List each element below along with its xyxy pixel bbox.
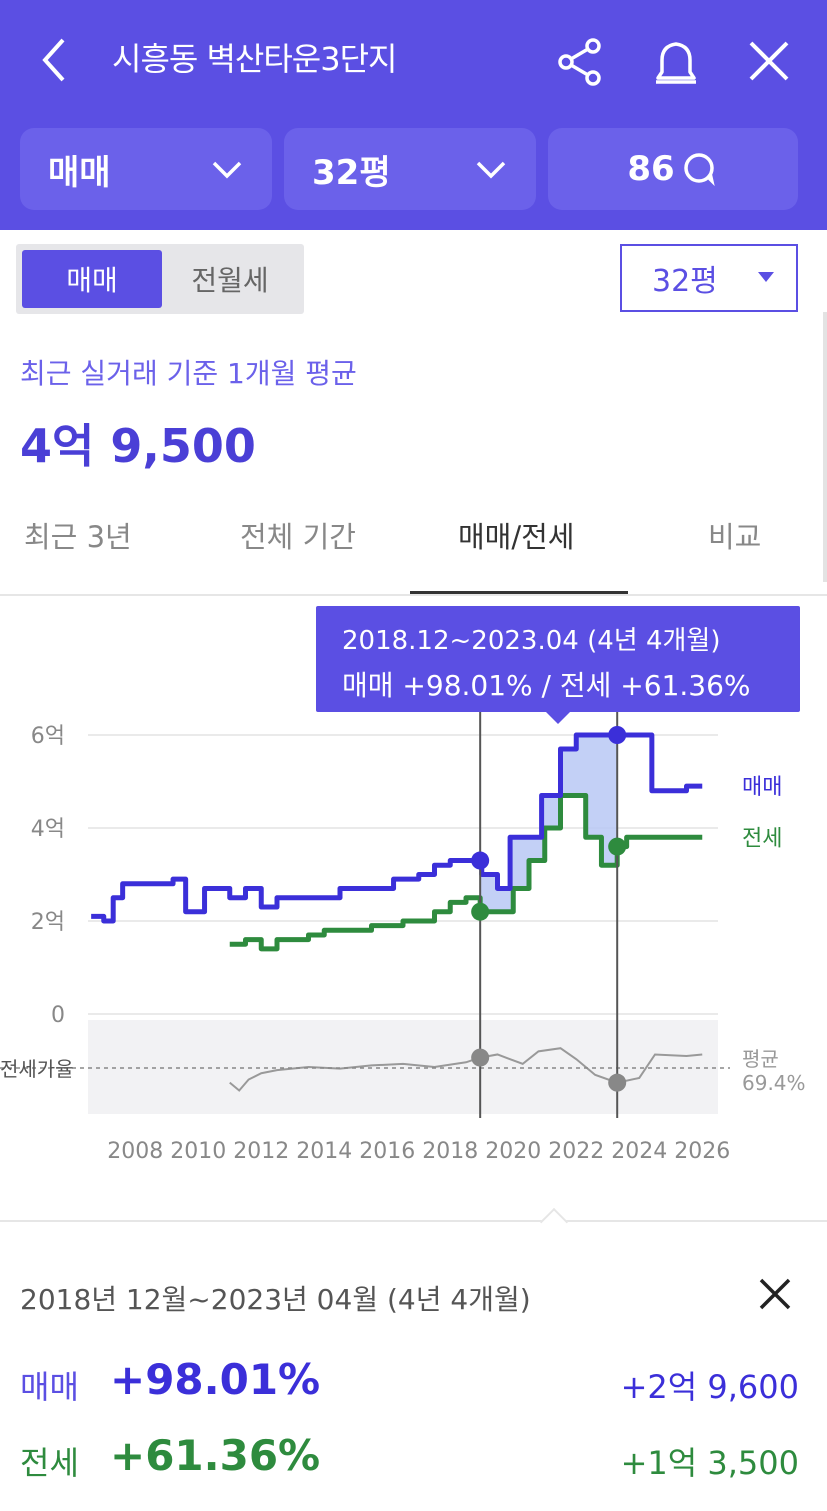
- x-tick-label: 2008: [107, 1139, 163, 1164]
- toggle-lease[interactable]: 전월세: [191, 264, 269, 297]
- active-tab-indicator: [410, 591, 628, 594]
- bell-icon: [656, 42, 696, 84]
- x-tick-label: 2012: [233, 1139, 289, 1164]
- sale-row-percent: +98.01%: [110, 1355, 321, 1404]
- divider: [0, 594, 827, 596]
- x-tick-label: 2020: [485, 1139, 541, 1164]
- detail-period: 2018년 12월~2023년 04월 (4년 4개월): [20, 1283, 531, 1316]
- chevron-down-icon: [476, 161, 506, 179]
- x-tick-label: 2018: [422, 1139, 478, 1164]
- close-icon: [749, 41, 789, 81]
- series-line-lease: [229, 792, 703, 952]
- y-tick-label: 2억: [31, 910, 65, 935]
- share-icon: [558, 38, 601, 86]
- divider: [0, 1220, 827, 1222]
- area-dropdown[interactable]: 32평: [284, 128, 536, 210]
- x-tick-label: 2016: [359, 1139, 415, 1164]
- lease-row-percent: +61.36%: [110, 1431, 321, 1480]
- detail-close-button[interactable]: [757, 1276, 793, 1316]
- comments-button[interactable]: 86: [548, 128, 798, 210]
- tooltip-change: 매매 +98.01% / 전세 +61.36%: [342, 669, 751, 702]
- detail-panel: [0, 1222, 827, 1511]
- trade-toggle: 매매 전월세: [16, 244, 304, 314]
- scrollbar[interactable]: [823, 312, 827, 582]
- page-title: 시흥동 벽산타운3단지: [112, 40, 397, 78]
- price-chart[interactable]: 6억 4억 2억 0 2008 2010 2012 2014 2016 2018 2020 2022 2…: [0, 600, 827, 1200]
- back-button[interactable]: [30, 34, 78, 86]
- share-button[interactable]: [552, 34, 608, 90]
- legend-sale: 매매: [742, 775, 782, 800]
- tab-sale-lease[interactable]: 매매/전세: [458, 520, 575, 554]
- tab-recent-3y[interactable]: 최근 3년: [24, 520, 132, 554]
- sale-row-label: 매매: [20, 1368, 79, 1406]
- close-icon: [759, 1278, 791, 1310]
- legend-lease: 전세: [742, 826, 782, 851]
- size-select[interactable]: 32평: [620, 244, 798, 312]
- y-tick-label: 4억: [31, 817, 65, 842]
- y-tick-label: 6억: [31, 724, 65, 749]
- lease-point: [608, 837, 627, 856]
- size-select-value: 32평: [652, 264, 718, 299]
- y-tick-label: 0: [51, 1003, 65, 1028]
- comment-count: 86: [627, 149, 675, 189]
- toggle-sale[interactable]: 매매: [22, 250, 162, 308]
- sale-point: [608, 726, 627, 744]
- series-line-sale: [91, 732, 703, 924]
- chart-tooltip: 2018.12~2023.04 (4년 4개월) 매매 +98.01% / 전세…: [316, 606, 800, 724]
- notification-button[interactable]: [646, 32, 706, 92]
- average-price: 4억 9,500: [20, 419, 256, 473]
- x-tick-label: 2024: [611, 1139, 667, 1164]
- lease-row-amount: +1억 3,500: [620, 1444, 799, 1482]
- lease-point: [471, 902, 490, 921]
- trade-type-dropdown[interactable]: 매매: [20, 128, 272, 210]
- sale-row-amount: +2억 9,600: [620, 1368, 799, 1406]
- lease-row-label: 전세: [20, 1444, 79, 1482]
- chevron-down-icon: [212, 161, 242, 179]
- tab-all-period[interactable]: 전체 기간: [240, 520, 356, 554]
- tab-compare[interactable]: 비교: [708, 520, 762, 554]
- ratio-average-value: 69.4%: [742, 1071, 806, 1095]
- ratio-label: 전세가율: [0, 1057, 74, 1081]
- close-button[interactable]: [742, 34, 796, 88]
- ratio-panel-bg: [88, 1020, 718, 1114]
- selection-fill: [480, 735, 618, 912]
- x-tick-label: 2010: [170, 1139, 226, 1164]
- caret-down-icon: [758, 272, 774, 282]
- price-subtitle: 최근 실거래 기준 1개월 평균: [20, 357, 357, 390]
- ratio-average-label: 평균: [742, 1047, 779, 1071]
- comment-icon: [683, 153, 715, 187]
- ratio-point: [608, 1073, 627, 1092]
- tooltip-period: 2018.12~2023.04 (4년 4개월): [342, 626, 721, 656]
- x-tick-label: 2022: [548, 1139, 604, 1164]
- area-label: 32평: [312, 152, 391, 193]
- back-arrow-icon: [42, 38, 65, 82]
- x-tick-label: 2026: [674, 1139, 730, 1164]
- sale-point: [471, 851, 490, 870]
- ratio-point: [471, 1048, 490, 1067]
- trade-type-label: 매매: [48, 152, 111, 193]
- x-tick-label: 2014: [296, 1139, 352, 1164]
- tooltip-pointer: [546, 712, 570, 724]
- app-header: 시흥동 벽산타운3단지 매매 32평 86: [0, 0, 827, 230]
